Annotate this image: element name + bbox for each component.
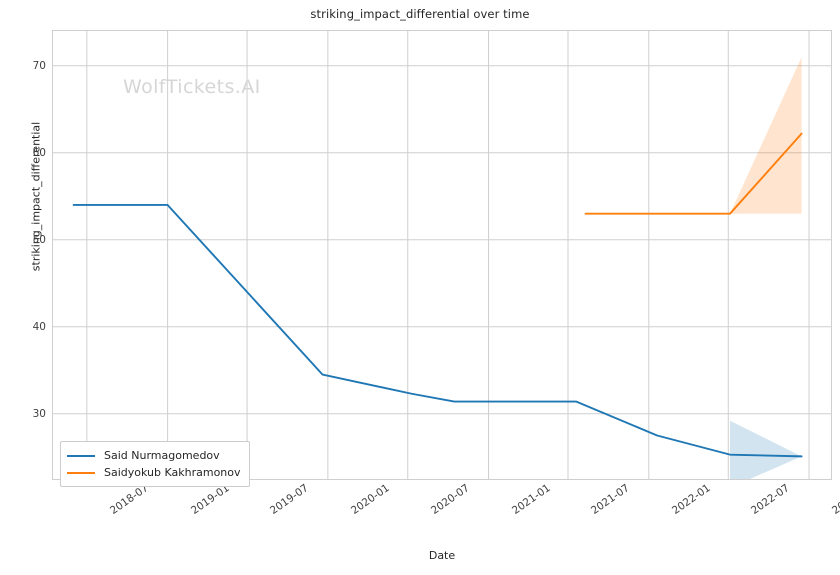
x-tick-label: 2020-01 — [348, 482, 392, 517]
x-tick-label: 2023-01 — [829, 482, 840, 517]
plot-svg — [53, 31, 831, 479]
confidence-band-1 — [730, 57, 802, 214]
x-axis-tick-labels: 2018-07 2019-01 2019-07 2020-01 2020-07 2021-… — [52, 482, 840, 552]
legend-color-swatch — [67, 471, 95, 474]
y-tick-label: 70 — [32, 59, 46, 72]
x-tick-label: 2022-07 — [749, 482, 793, 517]
legend-item-label: Said Nurmagomedov — [104, 449, 220, 462]
x-tick-label: 2018-07 — [107, 482, 151, 517]
x-tick-label: 2021-07 — [588, 482, 632, 517]
legend-item[interactable]: Said Nurmagomedov — [67, 447, 241, 464]
x-tick-label: 2022-01 — [669, 482, 713, 517]
x-axis-label: Date — [428, 549, 456, 562]
y-tick-label: 50 — [32, 233, 46, 246]
legend-item-label: Saidyokub Kakhramonov — [104, 466, 241, 479]
plot-area: WolfTickets.AI — [52, 30, 832, 480]
y-axis-tick-labels: 30 40 50 60 70 — [0, 30, 46, 480]
x-tick-label: 2021-01 — [509, 482, 553, 517]
x-tick-label: 2019-07 — [267, 482, 311, 517]
chart-title: striking_impact_differential over time — [310, 7, 530, 21]
chart-legend: Said Nurmagomedov Saidyokub Kakhramonov — [60, 441, 250, 487]
x-tick-label: 2019-01 — [188, 482, 232, 517]
series-line-1 — [584, 132, 803, 215]
series-line-0 — [72, 204, 803, 458]
y-tick-label: 60 — [32, 146, 46, 159]
y-tick-label: 40 — [32, 320, 46, 333]
legend-color-swatch — [67, 454, 95, 457]
confidence-band-0 — [730, 420, 802, 479]
x-tick-label: 2020-07 — [428, 482, 472, 517]
y-tick-label: 30 — [32, 407, 46, 420]
legend-item[interactable]: Saidyokub Kakhramonov — [67, 464, 241, 481]
